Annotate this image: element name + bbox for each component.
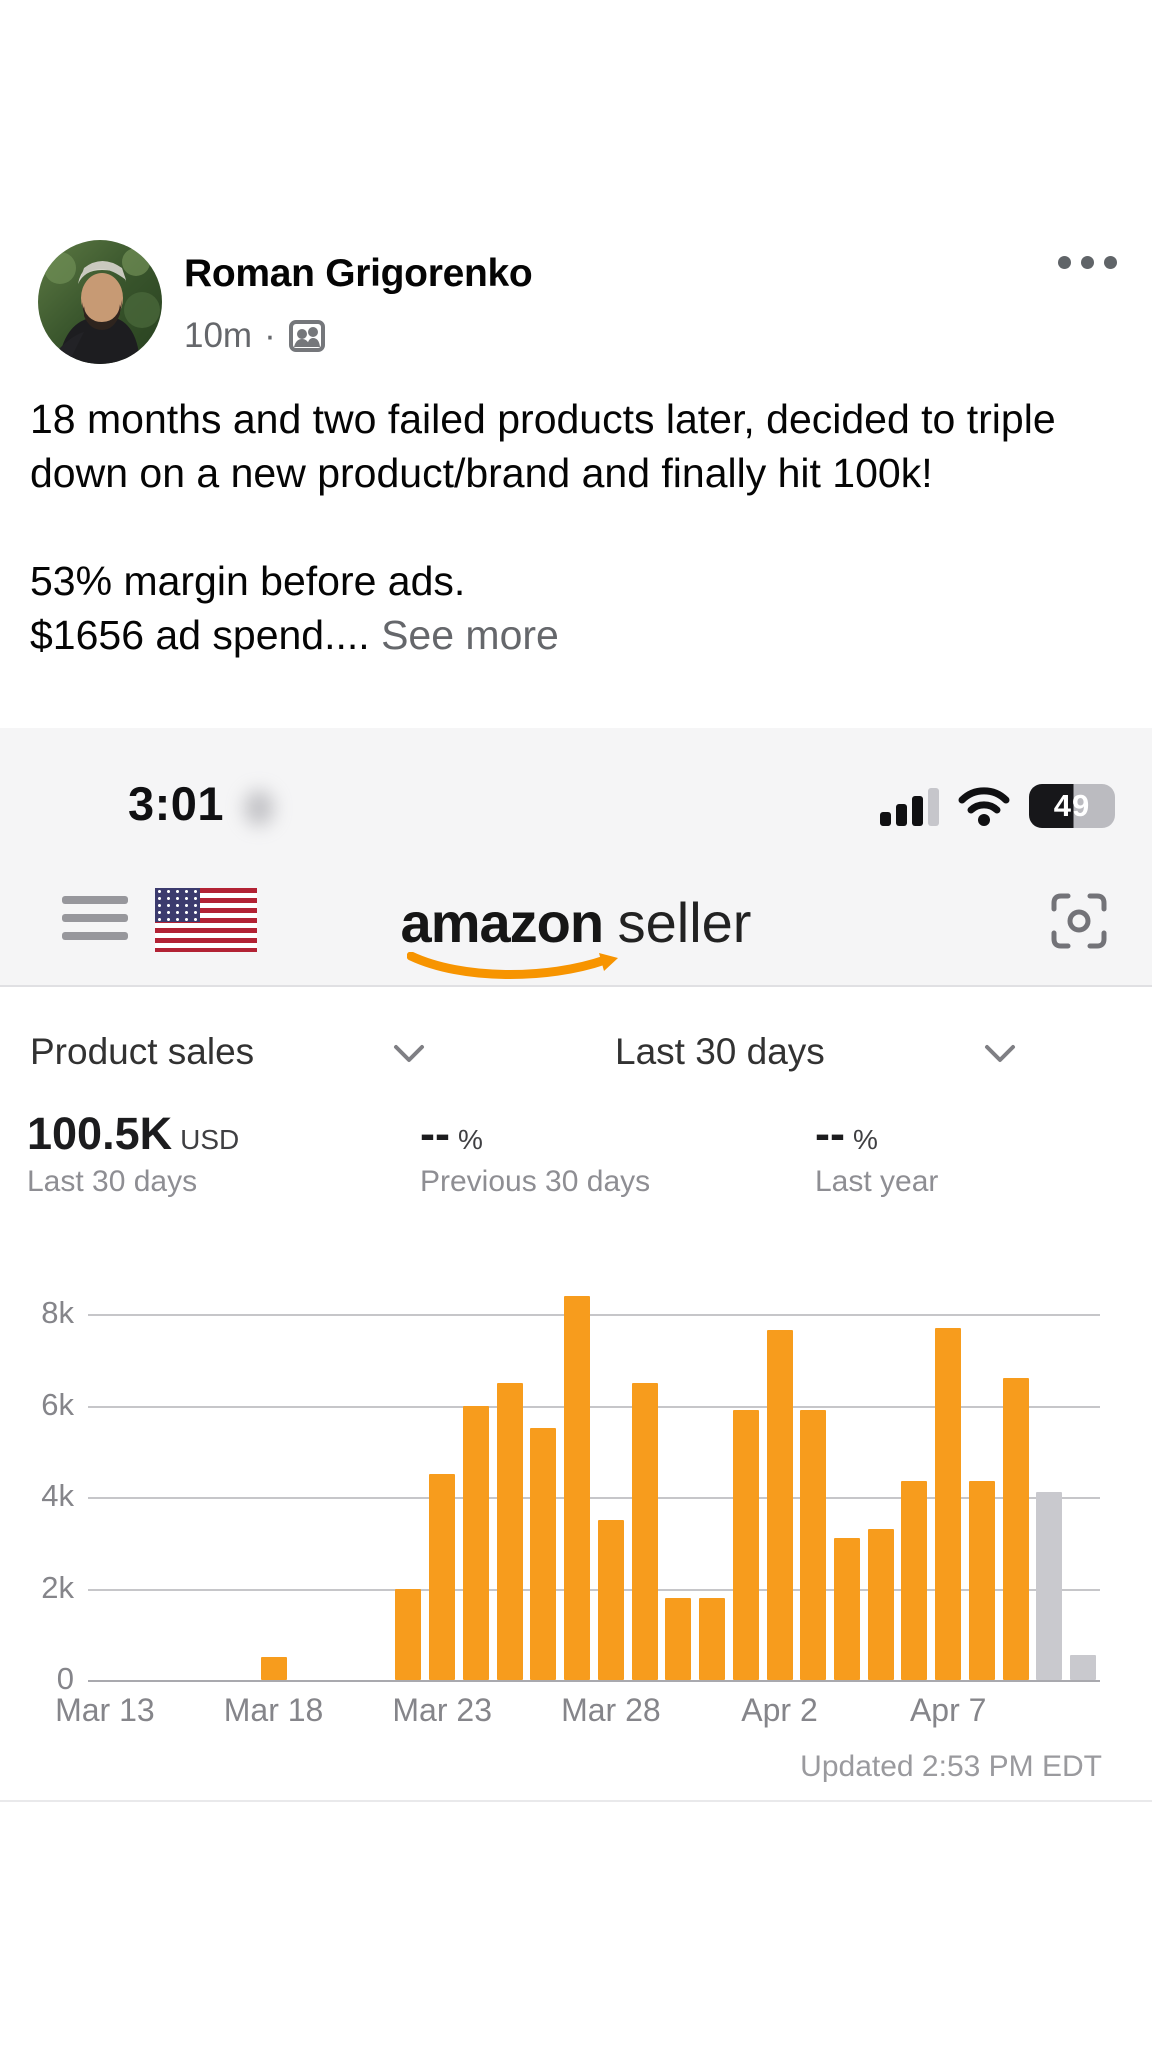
metric-label: Last 30 days [27,1165,198,1198]
logo-seller: seller [617,891,752,954]
blurred-location-icon [244,790,274,826]
y-axis-tick-label: 4k [41,1478,74,1513]
post-paragraph: 18 months and two failed products later,… [30,396,1056,496]
chart-bar-apr-6[interactable] [901,1481,928,1680]
range-dropdown[interactable]: Last 30 days [615,1031,825,1072]
chart-bar-apr-9[interactable] [1002,1378,1029,1680]
x-axis-tick-label: Apr 7 [909,1692,987,1728]
post-options-icon[interactable] [1058,256,1117,269]
avatar-photo [38,240,162,364]
y-axis-tick-label: 8k [41,1295,74,1330]
scan-viewfinder-icon[interactable] [1050,892,1108,950]
metric-label: Last year [815,1165,939,1198]
chart-bar-mar-30[interactable] [665,1597,692,1680]
metric-unit: % [457,1124,483,1155]
chevron-down-icon[interactable] [983,1043,1017,1065]
chart-bar-mar-29[interactable] [631,1382,658,1680]
chart-bar-mar-18[interactable] [260,1657,287,1680]
status-icons: 49 [880,784,1115,828]
us-flag-icon[interactable] [155,888,257,952]
gridline [88,1497,1100,1499]
metric-dropdown[interactable]: Product sales [30,1031,255,1072]
chart-bar-apr-8[interactable] [968,1481,995,1680]
x-axis-tick-label: Mar 18 [223,1692,324,1728]
chart-bar-mar-23[interactable] [429,1474,456,1680]
cellular-signal-icon [880,786,939,826]
metric-unit: % [852,1124,878,1155]
divider [0,1800,1152,1802]
gridline [88,1405,1100,1408]
chart-bar-apr-4[interactable] [834,1538,860,1680]
sales-bar-chart: 0 2k 4k 6k 8k Mar 13 Mar 18 Mar 23 Mar 28 Apr 2 Ap… [0,1290,1152,1728]
amazon-smile-arrow [407,952,618,980]
x-axis-tick-label: Mar 28 [561,1692,661,1728]
updated-timestamp: Updated 2:53 PM EDT [800,1750,1102,1783]
gridline [88,1588,1100,1591]
gridline [88,1314,1100,1316]
post-author-name[interactable]: Roman Grigorenko [184,252,533,295]
chart-bar-mar-25[interactable] [496,1382,523,1680]
chart-bar-apr-5[interactable] [867,1529,894,1680]
see-more-link[interactable]: See more [381,612,559,658]
metric-value: -- [420,1108,450,1159]
metric-label: Previous 30 days [420,1165,651,1198]
metric-current: 100.5K USD [27,1108,239,1160]
post-paragraph: $1656 ad spend.... [30,612,370,658]
chart-bar-mar-26[interactable] [530,1428,557,1680]
chart-bar-apr-7[interactable] [935,1327,962,1680]
chart-bar-apr-3[interactable] [800,1410,827,1680]
meta-separator: · [264,316,276,355]
chevron-down-icon[interactable] [392,1043,426,1065]
post-paragraph: 53% margin before ads. [30,558,466,604]
metric-previous: --% [420,1108,483,1160]
chart-bar-mar-22[interactable] [395,1588,422,1680]
chart-bar-mar-28[interactable] [597,1519,624,1680]
metric-lastyear: --% [815,1108,878,1160]
metric-value: -- [815,1108,845,1159]
x-axis-tick-label: Apr 2 [741,1692,818,1728]
logo-amazon: amazon [400,891,604,954]
x-axis-tick-label: Mar 13 [55,1692,155,1728]
group-icon [288,320,325,352]
wifi-icon [958,787,1010,826]
battery-level: 49 [1053,788,1091,823]
chart-bar-apr-2[interactable] [766,1330,793,1680]
battery-icon: 49 [1029,784,1115,828]
post-meta: 10m · [184,316,326,356]
metric-unit: USD [180,1124,240,1155]
status-time: 3:01 [128,777,225,830]
chart-bar-mar-31[interactable] [699,1597,726,1680]
y-axis-tick-label: 2k [41,1569,74,1605]
gridline [88,1680,1100,1682]
post-timestamp[interactable]: 10m [184,316,253,355]
hamburger-icon[interactable] [62,896,128,950]
chart-bar-apr-11[interactable] [1070,1654,1097,1680]
chart-bar-apr-10[interactable] [1036,1492,1063,1680]
chart-bar-mar-27[interactable] [564,1295,591,1680]
amazon-seller-logo: amazon seller [401,890,752,955]
chart-bar-mar-24[interactable] [462,1405,489,1680]
chart-bar-apr-1[interactable] [732,1410,759,1680]
y-axis-tick-label: 6k [41,1386,74,1422]
y-axis-tick-label: 0 [56,1661,74,1696]
post-body: 18 months and two failed products later,… [30,392,1078,662]
metric-value: 100.5K [27,1108,173,1159]
x-axis-tick-label: Mar 23 [392,1692,492,1728]
avatar[interactable] [38,240,162,364]
